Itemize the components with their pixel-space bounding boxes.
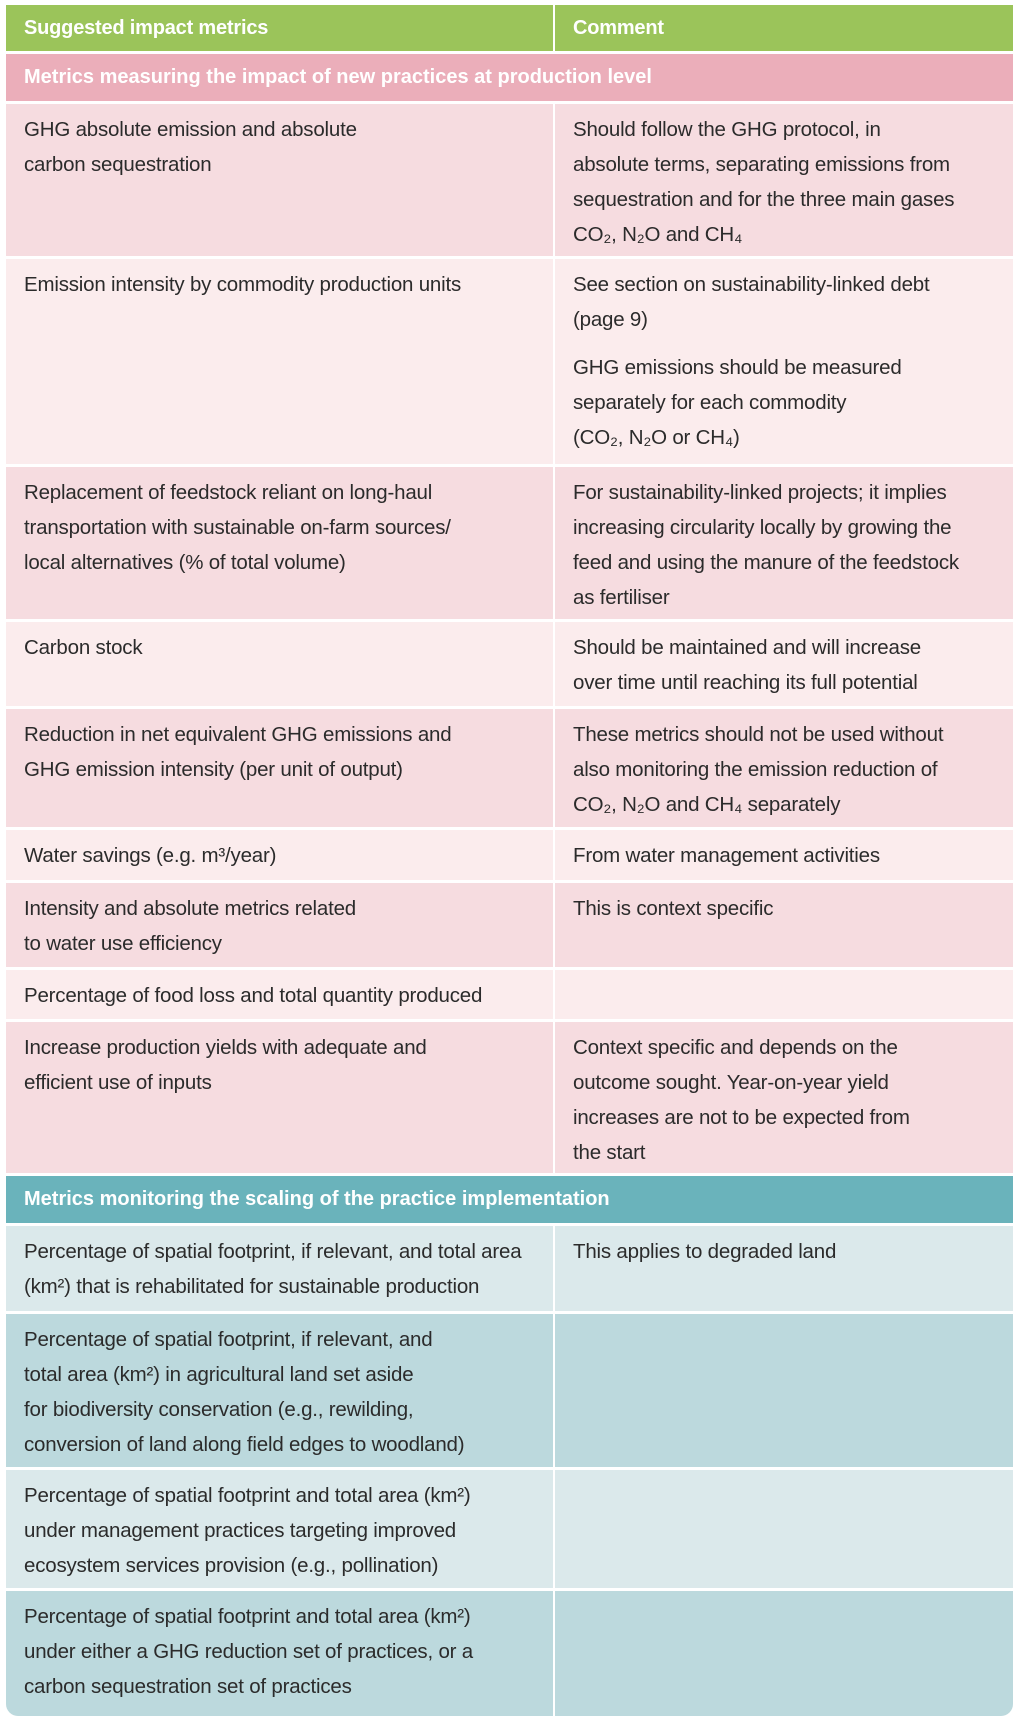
comment-paragraph: See section on sustainability-linked deb…	[573, 273, 930, 331]
table-row: Emission intensity by commodity producti…	[6, 259, 1013, 464]
comment-cell: These metrics should not be used without…	[553, 709, 1013, 827]
metric-cell: Replacement of feedstock reliant on long…	[24, 481, 451, 574]
comment-paragraph: This applies to degraded land	[573, 1240, 837, 1263]
table-header: Suggested impact metrics Comment	[6, 5, 1013, 51]
comment-paragraph: GHG emissions should be measured separat…	[573, 356, 902, 449]
comment-cell	[553, 1591, 1013, 1716]
comment-paragraph: This is context specific	[573, 897, 774, 920]
comment-paragraph: These metrics should not be used without…	[573, 723, 944, 816]
impact-metrics-table: Suggested impact metrics Comment Metrics…	[6, 5, 1013, 1719]
comment-paragraph: For sustainability-linked projects; it i…	[573, 481, 959, 609]
metric-cell: Carbon stock	[24, 636, 143, 659]
table-row: Increase production yields with adequate…	[6, 1022, 1013, 1173]
metric-cell: Water savings (e.g. m³/year)	[24, 844, 277, 867]
metric-cell: GHG absolute emission and absolute carbo…	[24, 118, 357, 176]
metric-cell: Percentage of spatial footprint and tota…	[24, 1605, 473, 1698]
comment-cell: Should follow the GHG protocol, in absol…	[553, 104, 1013, 256]
table-row: GHG absolute emission and absolute carbo…	[6, 104, 1013, 256]
table-row: Intensity and absolute metrics related t…	[6, 883, 1013, 967]
comment-paragraph: Context specific and depends on the outc…	[573, 1036, 910, 1164]
section-header: Metrics measuring the impact of new prac…	[6, 54, 1013, 101]
comment-cell: Context specific and depends on the outc…	[553, 1022, 1013, 1173]
table-row: Percentage of spatial footprint, if rele…	[6, 1226, 1013, 1311]
metric-cell: Percentage of food loss and total quanti…	[24, 984, 483, 1007]
metric-cell: Intensity and absolute metrics related t…	[24, 897, 356, 955]
table-row: Carbon stock Should be maintained and wil…	[6, 622, 1013, 706]
comment-paragraph: Should follow the GHG protocol, in absol…	[573, 118, 955, 246]
metric-cell: Percentage of spatial footprint and tota…	[24, 1484, 471, 1577]
header-metrics: Suggested impact metrics	[24, 17, 269, 39]
table-row: Replacement of feedstock reliant on long…	[6, 467, 1013, 619]
comment-cell	[553, 1470, 1013, 1588]
table-row: Reduction in net equivalent GHG emission…	[6, 709, 1013, 827]
comment-cell: This applies to degraded land	[553, 1226, 1013, 1311]
metric-cell: Emission intensity by commodity producti…	[24, 273, 462, 296]
metric-cell: Percentage of spatial footprint, if rele…	[24, 1240, 522, 1298]
metric-cell: Reduction in net equivalent GHG emission…	[24, 723, 452, 781]
header-comment: Comment	[553, 5, 1013, 51]
table-row: Percentage of food loss and total quanti…	[6, 970, 1013, 1019]
comment-cell	[553, 970, 1013, 1019]
comment-paragraph: From water management activities	[573, 844, 880, 867]
comment-cell	[553, 1314, 1013, 1467]
section-header: Metrics monitoring the scaling of the pr…	[6, 1176, 1013, 1223]
comment-cell: This is context specific	[553, 883, 1013, 967]
metric-cell: Percentage of spatial footprint, if rele…	[24, 1328, 465, 1456]
comment-cell: For sustainability-linked projects; it i…	[553, 467, 1013, 619]
table-row: Percentage of spatial footprint, if rele…	[6, 1314, 1013, 1467]
table-row: Percentage of spatial footprint and tota…	[6, 1470, 1013, 1588]
comment-cell: Should be maintained and will increase o…	[553, 622, 1013, 706]
table-row: Percentage of spatial footprint and tota…	[6, 1591, 1013, 1716]
table-row: Water savings (e.g. m³/year) From water m…	[6, 830, 1013, 880]
comment-cell: From water management activities	[553, 830, 1013, 880]
metric-cell: Increase production yields with adequate…	[24, 1036, 427, 1094]
comment-paragraph: Should be maintained and will increase o…	[573, 636, 921, 694]
comment-cell: See section on sustainability-linked deb…	[553, 259, 1013, 464]
